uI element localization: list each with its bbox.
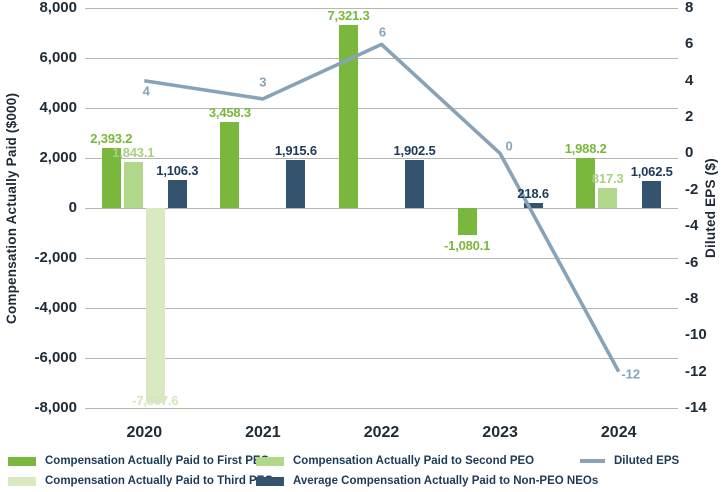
bar-value-label: 7,321.3 [327, 7, 370, 23]
bar-value-label: -7,807.6 [132, 393, 179, 409]
x-axis-label-2021: 2021 [245, 424, 281, 441]
gridline [85, 107, 678, 109]
x-axis-label-2022: 2022 [363, 424, 400, 441]
x-axis-label-2020: 2020 [126, 424, 163, 441]
legend-item: Average Compensation Actually Paid to No… [256, 471, 598, 491]
bar [101, 148, 121, 208]
legend-item-label: Compensation Actually Paid to First PEO [45, 455, 270, 467]
legend-item: Compensation Actually Paid to Third PEO [8, 471, 273, 491]
gridline [85, 7, 678, 9]
legend-item-label: Diluted EPS [614, 455, 680, 467]
x-axis-label-2024: 2024 [600, 424, 637, 441]
gridline [85, 157, 678, 159]
bar [523, 202, 543, 208]
left-axis-tick: 2,000 [39, 149, 77, 166]
legend-bar-swatch-icon [8, 476, 36, 486]
line-value-label: -12 [621, 366, 641, 382]
right-axis-tick: -10 [685, 326, 707, 344]
bar [286, 160, 306, 208]
left-axis-tick: -4,000 [34, 299, 77, 316]
bar-value-label: 218.6 [517, 185, 549, 201]
right-axis-tick: 2 [685, 108, 694, 126]
left-axis-tick: -8,000 [34, 399, 77, 416]
left-axis-tick: 6,000 [39, 49, 77, 66]
bar-value-label: 1,915.6 [274, 143, 317, 159]
line-value-label: 6 [378, 24, 387, 40]
bar [642, 181, 662, 208]
right-axis-tick: -8 [685, 289, 699, 307]
bar [339, 24, 358, 208]
bar [220, 121, 240, 208]
bar [145, 208, 165, 404]
gridline [85, 407, 678, 409]
legend-line-swatch-icon [580, 459, 605, 463]
x-axis-label-2023: 2023 [482, 424, 518, 441]
right-axis-tick: -12 [685, 362, 707, 380]
bar [167, 180, 187, 208]
line-value-label: 3 [259, 74, 267, 90]
bar [123, 161, 143, 208]
bar-value-label: 1,062.5 [630, 164, 673, 180]
legend-bar-swatch-icon [8, 456, 36, 466]
right-axis-tick: 0 [685, 144, 694, 162]
diluted-eps-line [144, 42, 621, 373]
right-axis-tick: 6 [685, 35, 694, 53]
gridline [85, 57, 678, 59]
left-axis-tick: -2,000 [34, 249, 77, 266]
gridline [85, 257, 678, 259]
bar-value-label: 1,902.5 [393, 143, 436, 159]
legend-item: Diluted EPS [580, 451, 679, 471]
legend-item: Compensation Actually Paid to Second PEO [256, 451, 598, 471]
left-axis-tick: -6,000 [34, 349, 77, 366]
bar [457, 208, 477, 235]
left-axis-tick: 8,000 [39, 0, 77, 16]
right-axis-title: Diluted EPS ($) [703, 158, 718, 258]
legend-bar-swatch-icon [256, 456, 284, 466]
legend-column: Compensation Actually Paid to First PEO C… [8, 451, 273, 491]
plot-area [85, 7, 678, 409]
legend-item-label: Average Compensation Actually Paid to No… [293, 475, 599, 487]
bar-value-label: 2,393.2 [90, 131, 133, 147]
line-value-label: 0 [505, 138, 513, 154]
legend: Compensation Actually Paid to First PEO C… [0, 451, 726, 492]
legend-bar-swatch-icon [256, 476, 284, 486]
gridline [85, 307, 678, 309]
bar [405, 160, 424, 208]
left-axis-tick: 0 [68, 199, 77, 216]
bar-value-label: 817.3 [591, 170, 624, 186]
legend-column: Diluted EPS [580, 451, 679, 471]
legend-column: Compensation Actually Paid to Second PEO… [256, 451, 598, 491]
legend-item-label: Compensation Actually Paid to Second PEO [293, 455, 535, 467]
gridline [85, 357, 678, 359]
bar-value-label: 1,843.1 [112, 144, 155, 160]
line-value-label: 4 [142, 83, 150, 99]
bar-value-label: 3,458.3 [208, 104, 251, 120]
left-axis-tick: 4,000 [39, 99, 77, 116]
legend-item: Compensation Actually Paid to First PEO [8, 451, 273, 471]
bar [576, 158, 596, 208]
right-axis-tick: 8 [685, 0, 694, 16]
gridline [85, 207, 678, 209]
right-axis-tick: -4 [685, 217, 699, 235]
right-axis-tick: -6 [685, 253, 699, 271]
right-axis-tick: 4 [685, 71, 694, 89]
bar [598, 187, 618, 208]
legend-item-label: Compensation Actually Paid to Third PEO [45, 475, 274, 487]
bar-value-label: 1,988.2 [564, 141, 607, 157]
bar-value-label: 1,106.3 [156, 163, 199, 179]
right-axis-tick: -14 [685, 399, 707, 416]
bar-value-label: -1,080.1 [444, 238, 491, 253]
right-axis-tick: -2 [685, 180, 699, 198]
